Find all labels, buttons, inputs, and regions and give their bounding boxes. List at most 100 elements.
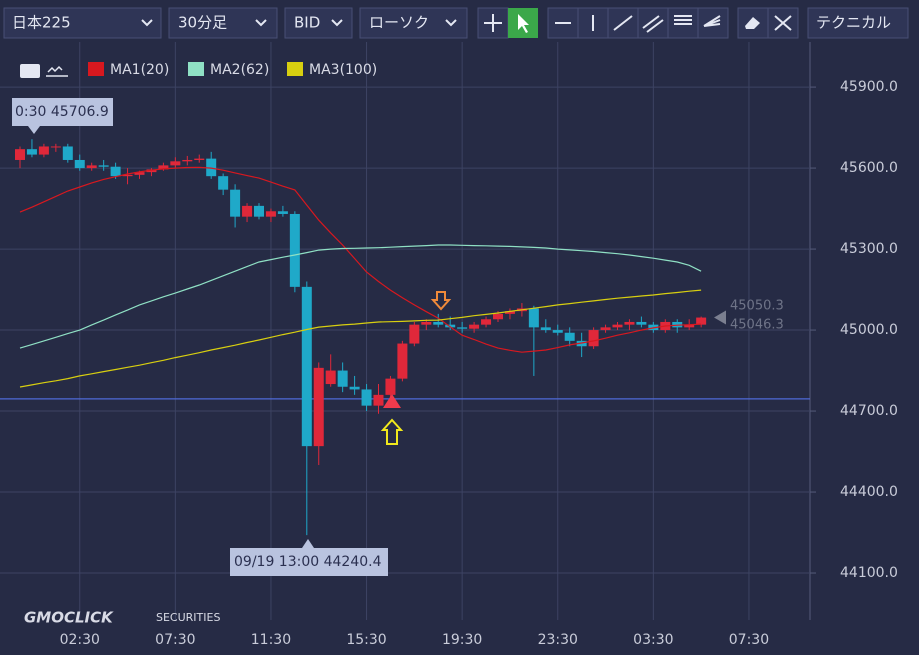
candle-body bbox=[481, 319, 492, 325]
candle-body bbox=[134, 172, 145, 175]
candle-body bbox=[182, 159, 193, 162]
candle-body bbox=[445, 324, 456, 328]
candle-body bbox=[337, 370, 348, 387]
candle-body bbox=[98, 165, 109, 167]
technical: テクニカル bbox=[816, 14, 891, 32]
candle-body bbox=[218, 176, 229, 190]
high-tooltip: 0:30 45706.9 bbox=[15, 104, 109, 120]
candle-body bbox=[409, 324, 420, 344]
low-tooltip-box bbox=[230, 548, 388, 576]
price-label: 45046.3 bbox=[730, 318, 784, 333]
icon bbox=[613, 15, 633, 31]
ma-line bbox=[19, 244, 702, 349]
candle-body bbox=[230, 189, 241, 217]
x-tick-label: 23:30 bbox=[538, 632, 578, 648]
x-tick-label: 02:30 bbox=[60, 632, 100, 648]
legend-swatch bbox=[188, 62, 204, 76]
candle-body bbox=[289, 213, 300, 287]
plot: 02:30 07:30 11:30 15:30 19:30 23:30 03:30 07:30… bbox=[0, 42, 898, 648]
logo-brand: GMOCLICK bbox=[24, 609, 114, 627]
timeframe: 30分足 bbox=[178, 14, 227, 32]
candle-body bbox=[265, 211, 276, 217]
candle-body bbox=[421, 321, 432, 325]
candle-body bbox=[552, 330, 563, 333]
high-tooltip-box bbox=[12, 98, 113, 126]
candle-body bbox=[612, 324, 623, 328]
ma-line bbox=[19, 166, 702, 353]
y-tick-label: 45300.0 bbox=[840, 241, 898, 257]
price-label: 45050.3 bbox=[730, 299, 784, 314]
icon bbox=[703, 15, 721, 27]
low-tooltip: 09/19 13:00 44240.4 bbox=[234, 554, 382, 570]
legend-icon[interactable] bbox=[46, 65, 68, 77]
candle-body bbox=[50, 146, 61, 148]
x-tick-label: 19:30 bbox=[442, 632, 482, 648]
chart-style: ローソク bbox=[369, 14, 429, 32]
candle-body bbox=[194, 158, 205, 160]
legend-label: MA1(20) bbox=[110, 62, 169, 78]
y-tick-label: 45900.0 bbox=[840, 79, 898, 95]
dropdown-icon bbox=[445, 19, 457, 27]
legend-toggle[interactable] bbox=[20, 64, 40, 78]
candle-body bbox=[493, 313, 503, 320]
candle-body bbox=[254, 205, 264, 217]
price-marker bbox=[714, 310, 726, 325]
channel-button[interactable] bbox=[637, 7, 669, 39]
x-tick-label: 07:30 bbox=[155, 632, 195, 648]
candle-body bbox=[277, 211, 288, 214]
icon bbox=[642, 15, 664, 33]
candle-body bbox=[433, 321, 444, 325]
candle-body bbox=[62, 146, 73, 160]
candle-body bbox=[301, 286, 312, 447]
candle-body bbox=[242, 205, 253, 217]
technical-button[interactable] bbox=[807, 7, 909, 39]
candle-body bbox=[540, 327, 551, 331]
price-type-select[interactable] bbox=[284, 7, 353, 39]
legend-label: MA3(100) bbox=[309, 62, 377, 78]
candle-body bbox=[26, 149, 37, 155]
ma-line bbox=[19, 289, 702, 388]
candle-body bbox=[504, 311, 515, 314]
icon bbox=[774, 15, 792, 31]
y-tick-label: 44100.0 bbox=[840, 565, 898, 581]
icon bbox=[674, 15, 692, 25]
candle-body bbox=[110, 166, 121, 177]
candle-body bbox=[385, 378, 396, 395]
legend-swatch bbox=[287, 62, 303, 76]
icon bbox=[518, 14, 529, 33]
icon bbox=[745, 17, 760, 29]
x-tick-label: 03:30 bbox=[633, 632, 673, 648]
candle-body bbox=[74, 159, 85, 169]
candle-body bbox=[361, 389, 372, 406]
dropdown-icon bbox=[331, 19, 343, 27]
candle-body bbox=[15, 149, 25, 160]
symbol-select[interactable] bbox=[3, 7, 162, 39]
candle-body bbox=[469, 324, 480, 329]
buy-signal bbox=[383, 394, 401, 408]
x-tick-label: 15:30 bbox=[346, 632, 386, 648]
candle-body bbox=[588, 330, 599, 347]
y-tick-label: 45000.0 bbox=[840, 322, 898, 338]
x-tick-label: 11:30 bbox=[251, 632, 291, 648]
logo-sub: SECURITIES bbox=[156, 611, 220, 624]
low-tooltip-pointer bbox=[302, 539, 314, 548]
candle-body bbox=[696, 317, 707, 325]
candle-body bbox=[158, 165, 169, 170]
toolbar: 日本225 30分足 BID ローソク テクニカル bbox=[3, 7, 909, 39]
x-tick-label: 07:30 bbox=[729, 632, 769, 648]
clear-button[interactable] bbox=[767, 7, 799, 39]
y-tick-label: 45600.0 bbox=[840, 160, 898, 176]
symbol: 日本225 bbox=[12, 14, 71, 32]
exit-arrow bbox=[430, 291, 452, 311]
dropdown-icon bbox=[255, 19, 267, 27]
legend-label: MA2(62) bbox=[210, 62, 269, 78]
candle-body bbox=[397, 343, 408, 379]
high-tooltip-pointer bbox=[28, 126, 40, 134]
candle-body bbox=[528, 308, 539, 328]
icon bbox=[484, 14, 502, 32]
dropdown-icon bbox=[141, 19, 153, 27]
y-tick-label: 44400.0 bbox=[840, 484, 898, 500]
legend-swatch bbox=[88, 62, 104, 76]
candle-body bbox=[122, 174, 133, 177]
candle-body bbox=[684, 324, 695, 328]
